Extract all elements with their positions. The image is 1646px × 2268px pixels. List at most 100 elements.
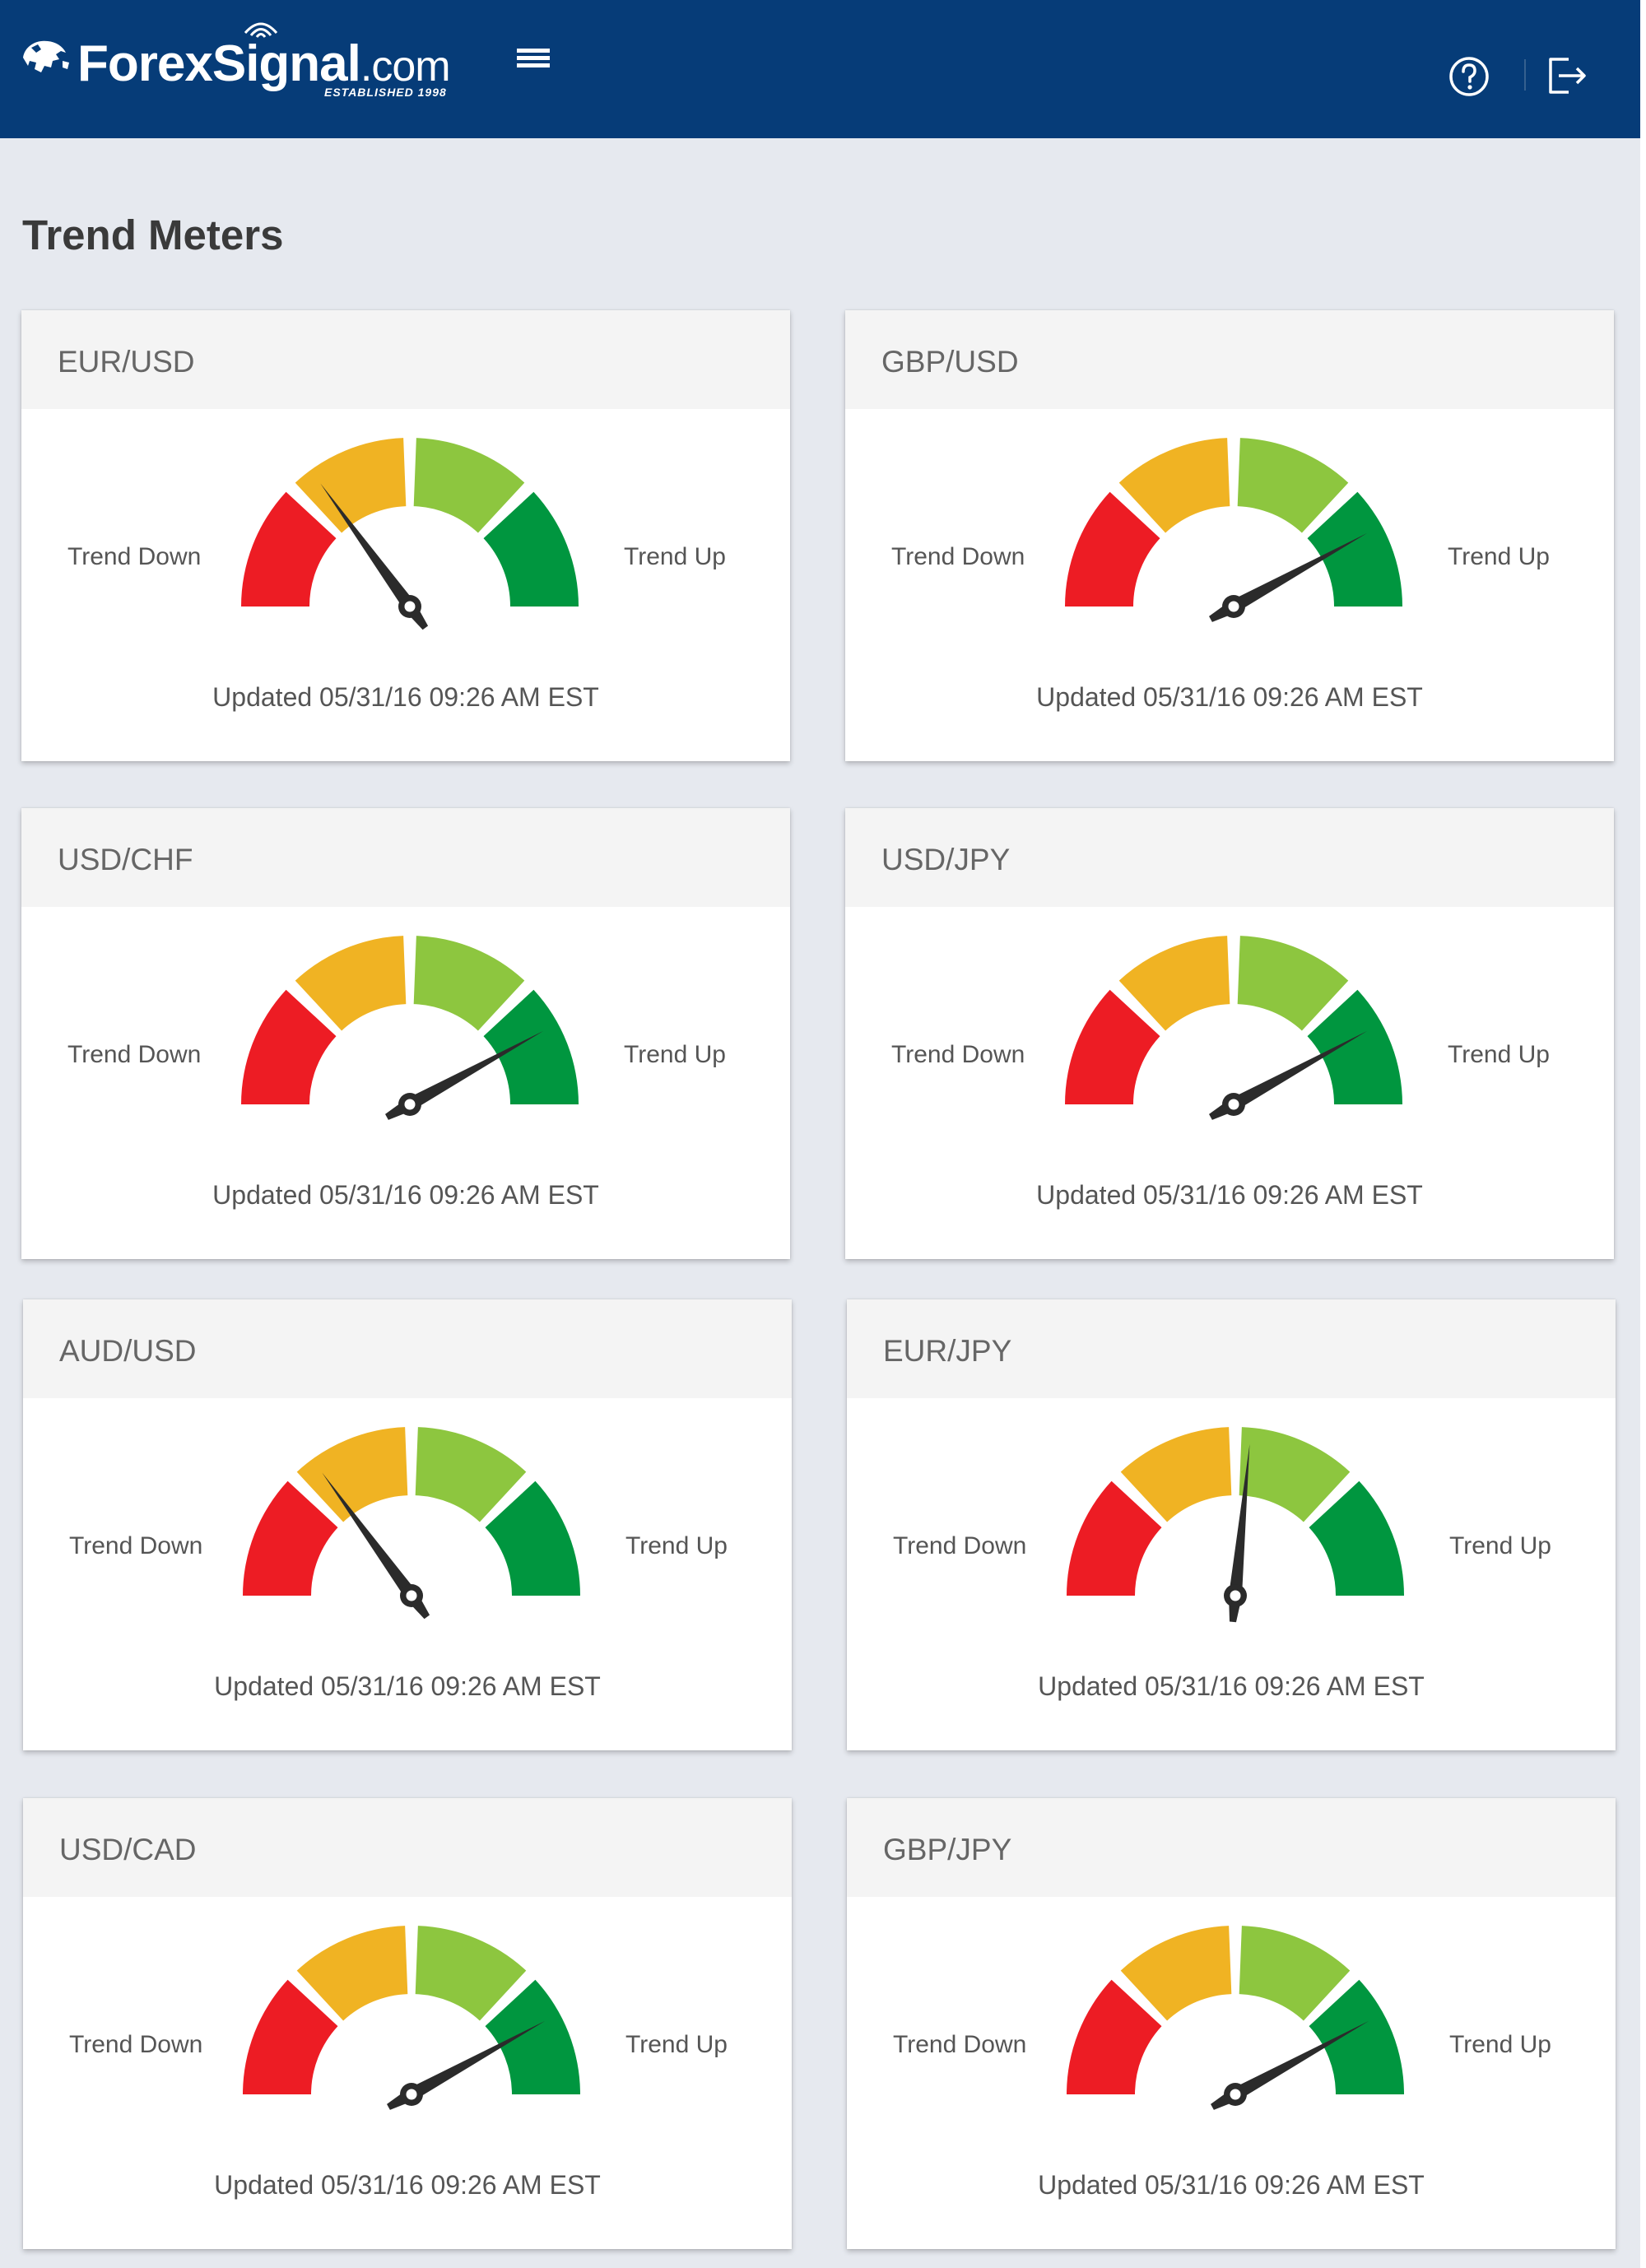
trend-meter-card: GBP/JPY Trend Down Trend Up Updated 05/31/1… <box>847 1798 1616 2249</box>
currency-pair-title: USD/CHF <box>58 843 193 876</box>
forexsignal-logo[interactable]: ForexSignal.com ESTABLISHED 1998 <box>20 16 464 107</box>
gauge-needle <box>322 1472 430 1620</box>
trend-gauge <box>243 1926 580 2110</box>
gauge-segment-strong-down <box>243 1480 338 1596</box>
trend-up-label: Trend Up <box>624 1041 726 1068</box>
gauge-needle-hub-center <box>404 601 416 612</box>
trend-down-label: Trend Down <box>891 543 1025 570</box>
trend-meter-card: AUD/USD Trend Down Trend Up Updated 05/31/1… <box>23 1299 792 1750</box>
gauge-segment-strong-down <box>1065 491 1160 607</box>
logo-name: ForexSignal <box>77 35 361 92</box>
trend-up-label: Trend Up <box>624 543 726 570</box>
gauge-needle <box>1209 532 1368 622</box>
gauge-needle-hub-center <box>404 1099 416 1110</box>
updated-timestamp: Updated 05/31/16 09:26 AM EST <box>1036 682 1423 712</box>
card-header: USD/JPY <box>845 808 1614 907</box>
gauge-segment-down <box>295 438 407 533</box>
currency-pair-title: EUR/USD <box>58 345 195 379</box>
gauge-segment-up <box>415 1427 527 1522</box>
gauge-needle-hub-center <box>1230 2089 1241 2100</box>
gauge-needle-hub-center <box>1230 1590 1241 1601</box>
trend-up-label: Trend Up <box>1448 1041 1550 1068</box>
updated-timestamp: Updated 05/31/16 09:26 AM EST <box>212 1180 599 1210</box>
trend-down-label: Trend Down <box>893 2031 1027 2058</box>
currency-pair-title: USD/CAD <box>59 1833 197 1866</box>
updated-timestamp: Updated 05/31/16 09:26 AM EST <box>212 682 599 712</box>
gauge-segment-strong-down <box>1067 1979 1162 2094</box>
gauge-segment-strong-down <box>1065 989 1160 1104</box>
gauge-segment-strong-up <box>1307 989 1402 1104</box>
trend-gauge <box>243 1427 580 1620</box>
gauge-needle <box>320 483 429 630</box>
gauge-segment-up <box>1239 1427 1351 1522</box>
trend-up-label: Trend Up <box>625 1532 728 1559</box>
gauge-needle <box>1211 2020 1369 2110</box>
gauge-segment-strong-up <box>485 1979 580 2094</box>
trend-down-label: Trend Down <box>893 1532 1027 1559</box>
hamburger-menu-icon[interactable] <box>512 45 555 78</box>
trend-gauge <box>241 438 579 630</box>
gauge-segment-strong-up <box>1309 1979 1404 2094</box>
gauge-needle <box>1209 1030 1368 1120</box>
gauge-segment-down <box>1118 936 1230 1031</box>
gauge-needle-hub-center <box>406 1590 417 1601</box>
updated-timestamp: Updated 05/31/16 09:26 AM EST <box>1036 1180 1423 1210</box>
gauge-segment-up <box>1237 438 1349 533</box>
trend-down-label: Trend Down <box>891 1041 1025 1068</box>
trend-down-label: Trend Down <box>69 1532 203 1559</box>
currency-pair-title: AUD/USD <box>59 1334 197 1368</box>
gauge-segment-up <box>413 936 525 1031</box>
trend-gauge <box>1067 1427 1404 1623</box>
updated-timestamp: Updated 05/31/16 09:26 AM EST <box>214 2170 601 2200</box>
trend-down-label: Trend Down <box>67 1041 202 1068</box>
trend-meter-card: USD/CAD Trend Down Trend Up Updated 05/31/1… <box>23 1798 792 2249</box>
card-header: EUR/USD <box>21 310 790 409</box>
trend-up-label: Trend Up <box>1449 2031 1551 2058</box>
gauge-segment-down <box>296 1427 408 1522</box>
trend-gauge <box>1067 1926 1404 2110</box>
trend-up-label: Trend Up <box>1449 1532 1551 1559</box>
window-edge <box>1640 0 1646 2268</box>
trend-up-label: Trend Up <box>1448 543 1550 570</box>
currency-pair-title: USD/JPY <box>881 843 1011 876</box>
trend-up-label: Trend Up <box>625 2031 728 2058</box>
trend-meter-card: USD/JPY Trend Down Trend Up Updated 05/31/1… <box>845 808 1614 1259</box>
updated-timestamp: Updated 05/31/16 09:26 AM EST <box>1038 1671 1425 1701</box>
gauge-segment-down <box>1120 1926 1232 2021</box>
currency-pair-title: GBP/USD <box>881 345 1019 379</box>
gauge-segment-strong-up <box>483 989 579 1104</box>
trend-down-label: Trend Down <box>67 543 202 570</box>
currency-pair-title: EUR/JPY <box>883 1334 1012 1368</box>
trend-meter-card: USD/CHF Trend Down Trend Up Updated 05/31/1… <box>21 808 790 1259</box>
globe-logo-icon <box>23 40 69 72</box>
gauge-needle-hub-center <box>1228 601 1239 612</box>
trend-down-label: Trend Down <box>69 2031 203 2058</box>
gauge-segment-strong-up <box>483 491 579 607</box>
logo-suffix: .com <box>360 43 451 91</box>
gauge-segment-strong-up <box>485 1480 580 1596</box>
logo-wordmark: ForexSignal.com <box>77 35 451 93</box>
top-navigation-bar: ForexSignal.com ESTABLISHED 1998 <box>0 0 1640 138</box>
page-title: Trend Meters <box>22 211 284 258</box>
card-header: GBP/JPY <box>847 1798 1616 1897</box>
trend-meter-card: EUR/JPY Trend Down Trend Up Updated 05/31/1… <box>847 1299 1616 1750</box>
help-circle-icon[interactable] <box>1447 54 1491 99</box>
gauge-segment-down <box>1120 1427 1232 1522</box>
trend-meter-card: EUR/USD Trend Down Trend Up Updated 05/31/1… <box>21 310 790 761</box>
gauge-segment-strong-down <box>1067 1480 1162 1596</box>
gauge-segment-strong-down <box>243 1979 338 2094</box>
gauge-needle <box>387 2020 546 2110</box>
trend-gauge <box>1065 936 1402 1120</box>
trend-gauge <box>1065 438 1402 622</box>
card-header: USD/CHF <box>21 808 790 907</box>
gauge-segment-up <box>415 1926 527 2021</box>
card-header: AUD/USD <box>23 1299 792 1398</box>
header-divider <box>1524 59 1526 91</box>
gauge-segment-down <box>1118 438 1230 533</box>
updated-timestamp: Updated 05/31/16 09:26 AM EST <box>214 1671 601 1701</box>
logout-icon[interactable] <box>1544 53 1590 99</box>
gauge-segment-strong-up <box>1309 1480 1404 1596</box>
gauge-segment-strong-down <box>241 989 337 1104</box>
card-header: EUR/JPY <box>847 1299 1616 1398</box>
